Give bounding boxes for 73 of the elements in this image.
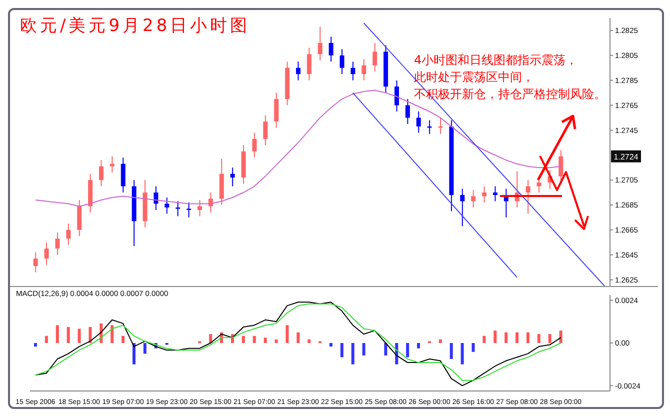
bar [274,339,278,343]
bar [264,338,267,343]
bar [504,332,508,343]
candlestick [405,98,410,124]
bar [494,330,497,343]
bar [329,343,332,347]
candlestick [526,180,530,214]
candlestick [55,232,60,256]
bar [132,343,136,364]
candlestick [110,156,114,174]
bar [209,334,212,343]
bar [242,336,245,343]
candlestick [318,26,322,61]
candlestick [252,132,257,158]
candlestick [296,61,300,81]
bar [384,343,388,356]
candlestick [274,92,279,128]
bar [78,328,81,343]
candlestick [328,36,334,62]
bar [143,343,146,354]
candlestick [197,199,202,217]
annotation: 4小时图和日线图都指示震荡， [414,52,579,69]
bar [340,343,344,358]
candlestick [120,157,126,194]
bar [88,327,92,343]
candlestick [99,160,104,187]
chart-title: 欧元/美元9月28日小时图 [20,15,250,37]
bar [450,343,453,359]
candlestick [372,42,378,72]
bar [252,336,256,343]
annotation: 1.2724 [614,152,639,162]
bar [296,332,300,343]
bar [482,336,486,343]
candlestick [558,150,564,184]
bar [559,330,562,343]
bar [110,325,114,343]
bar [308,339,311,343]
candlestick [340,48,344,75]
candlestick [492,186,498,202]
bar [44,336,48,343]
bar [34,343,37,347]
candlestick [394,80,399,112]
bar [548,334,552,343]
bar [122,336,125,343]
bar [460,343,464,364]
bar [526,332,530,343]
bar [351,343,354,364]
bar [417,343,420,348]
candlestick [306,47,312,81]
candlestick [77,199,82,237]
candlestick [416,110,421,134]
bar [406,343,410,358]
bar [286,325,289,343]
bar [362,343,366,356]
bar [56,325,59,343]
annotation: 此时处于震荡区中间， [414,69,535,86]
candlestick [66,223,71,246]
candlestick [44,242,49,266]
bar [66,327,70,343]
candlestick [186,202,192,218]
candlestick [350,61,356,81]
candlestick [362,58,366,81]
bar [472,343,475,352]
candlestick [471,190,476,208]
candlestick [33,252,38,273]
bar [516,332,519,343]
candlestick [263,114,268,146]
candlestick [482,186,487,203]
bar [438,339,442,343]
candlestick [460,188,465,227]
candlestick [164,197,170,214]
bar [537,334,540,343]
candlestick [230,167,235,187]
